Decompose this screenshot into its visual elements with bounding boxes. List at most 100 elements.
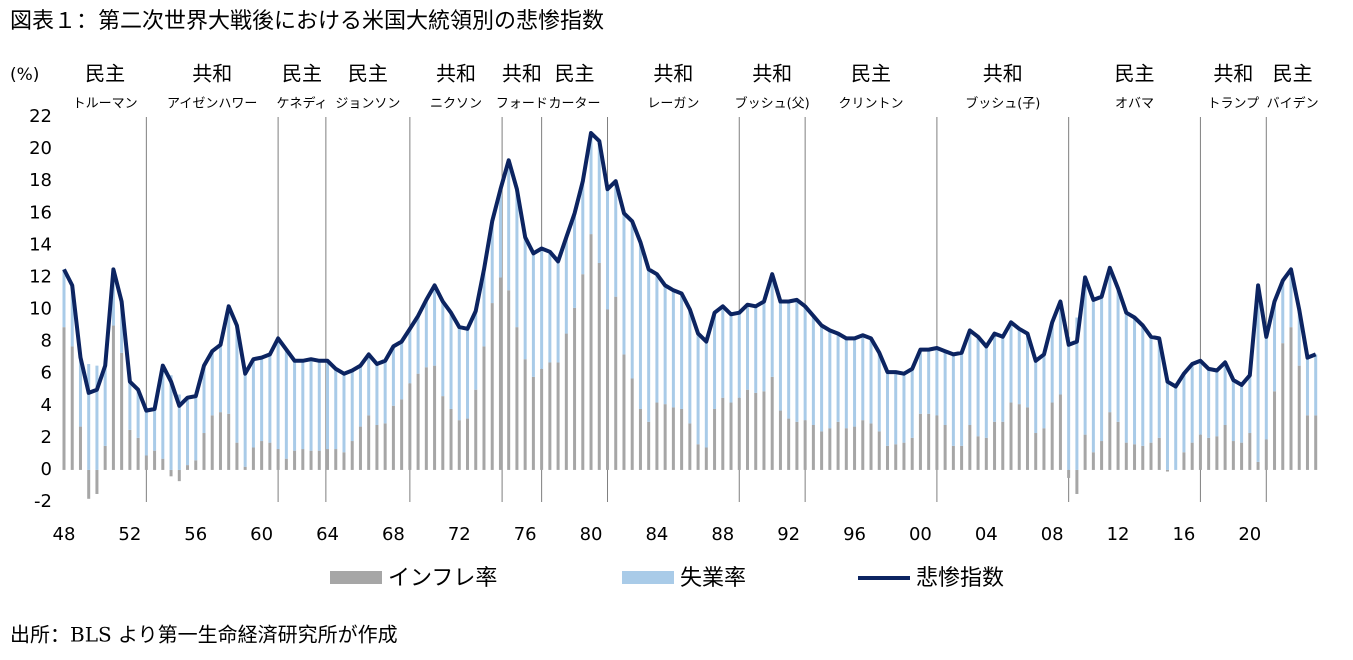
unemployment-bar <box>1034 360 1038 434</box>
inflation-bar <box>787 418 791 470</box>
inflation-bar <box>655 402 659 470</box>
unemployment-bar <box>1133 317 1137 445</box>
president-name: トルーマン <box>73 97 138 112</box>
unemployment-bar <box>1190 364 1194 443</box>
unemployment-bar <box>260 357 264 442</box>
inflation-bar <box>663 404 667 470</box>
x-tick-label: 08 <box>1041 524 1064 545</box>
inflation-bar <box>408 383 412 470</box>
unemployment-bar <box>1017 328 1021 405</box>
unemployment-bar <box>1314 354 1318 416</box>
y-tick-label: 20 <box>29 138 52 159</box>
unemployment-bar <box>95 365 99 470</box>
unemployment-bar <box>358 365 362 427</box>
inflation-bar <box>803 420 807 470</box>
unemployment-bar <box>276 338 280 450</box>
unemployment-bar <box>630 221 634 379</box>
inflation-bar <box>342 452 346 470</box>
inflation-bar <box>729 402 733 470</box>
unemployment-bar <box>235 325 239 443</box>
inflation-bar <box>276 449 280 470</box>
x-tick-label: 56 <box>184 524 207 545</box>
party-label: 民主 <box>85 62 125 86</box>
unemployment-bar <box>869 338 873 424</box>
inflation-bar <box>284 458 288 470</box>
inflation-bar <box>326 449 330 470</box>
legend-label: インフレ率 <box>388 566 497 591</box>
unemployment-bar <box>523 237 527 360</box>
inflation-bar <box>498 277 502 470</box>
unemployment-bar <box>227 306 231 414</box>
y-tick-label: -2 <box>34 491 52 512</box>
unemployment-bar <box>449 312 453 409</box>
x-tick-label: 60 <box>250 524 273 545</box>
inflation-bar <box>531 376 535 470</box>
unemployment-bar <box>1281 280 1285 344</box>
unemployment-bar <box>1157 338 1161 438</box>
inflation-bar <box>391 405 395 470</box>
unemployment-bar <box>408 328 412 384</box>
unemployment-bar <box>70 285 74 347</box>
unemployment-bar <box>589 133 593 235</box>
y-tick-label: 16 <box>29 202 52 223</box>
inflation-bar <box>400 399 404 470</box>
inflation-bar <box>589 234 593 470</box>
inflation-bar <box>853 426 857 470</box>
unemployment-bar <box>350 370 354 442</box>
inflation-bar <box>960 445 964 470</box>
inflation-bar <box>466 418 470 470</box>
unemployment-bar <box>894 372 898 445</box>
unemployment-bar <box>383 360 387 424</box>
inflation-bar <box>630 378 634 470</box>
inflation-bar <box>515 327 519 470</box>
unemployment-bar <box>745 304 749 390</box>
inflation-bar <box>622 354 626 470</box>
unemployment-bar <box>334 368 338 450</box>
unemployment-bar <box>268 354 272 443</box>
inflation-bar <box>1190 442 1194 470</box>
unemployment-bar <box>540 248 544 369</box>
x-tick-label: 76 <box>514 524 537 545</box>
inflation-bar <box>1075 469 1079 494</box>
inflation-bar <box>1017 404 1021 470</box>
inflation-bar <box>62 327 66 470</box>
unemployment-bar <box>853 338 857 427</box>
inflation-bar <box>523 359 527 470</box>
unemployment-bar <box>655 274 659 403</box>
inflation-bar <box>1025 407 1029 470</box>
unemployment-bar <box>647 269 651 422</box>
party-label: 民主 <box>282 62 322 86</box>
inflation-bar <box>993 421 997 470</box>
inflation-bar <box>1083 434 1087 470</box>
inflation-bar <box>581 274 585 470</box>
inflation-bar <box>1050 402 1054 470</box>
inflation-bar <box>820 431 824 470</box>
inflation-bar <box>902 442 906 470</box>
unemployment-bar <box>1305 357 1309 416</box>
inflation-bar <box>202 433 206 470</box>
x-tick-label: 64 <box>316 524 339 545</box>
misery-line <box>62 131 1317 413</box>
x-tick-label: 00 <box>909 524 932 545</box>
president-name: フォード <box>496 97 548 112</box>
inflation-bar <box>1297 365 1301 470</box>
unemployment-bar <box>902 373 906 443</box>
unemployment-bar <box>828 330 832 429</box>
unemployment-bar <box>1264 336 1268 440</box>
x-tick-label: 52 <box>118 524 141 545</box>
unemployment-bar <box>1042 354 1046 429</box>
party-label: 民主 <box>555 62 595 86</box>
president-name: ジョンソン <box>335 97 400 112</box>
inflation-bar <box>144 455 148 470</box>
inflation-bar <box>136 437 140 470</box>
y-unit: (%) <box>10 65 39 85</box>
inflation-bar <box>1133 444 1137 470</box>
unemployment-bar <box>976 336 980 437</box>
inflation-bar <box>1207 437 1211 470</box>
legend-label: 失業率 <box>680 566 746 591</box>
unemployment-bar <box>811 315 815 425</box>
unemployment-bar <box>136 389 140 438</box>
inflation-bar <box>614 296 618 470</box>
unemployment-bar <box>770 274 774 377</box>
unemployment-bar <box>861 335 865 421</box>
